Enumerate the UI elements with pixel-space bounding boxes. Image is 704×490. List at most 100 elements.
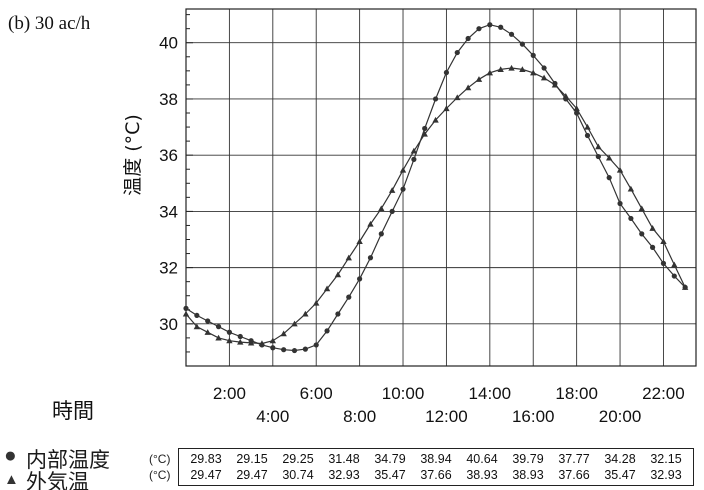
data-point-triangle [638,205,645,212]
data-point-circle [411,156,417,162]
table-row: 29.83 29.15 29.25 31.48 34.79 38.94 40.64 39.79… [183,452,689,469]
data-point-triangle [258,340,266,347]
data-point-triangle [627,185,635,192]
data-point-triangle [193,323,201,330]
table-cell: 34.28 [604,452,636,466]
table-cell: 39.79 [512,452,544,466]
data-point-circle [205,318,211,324]
plot-frame [185,8,697,367]
data-point-triangle [540,74,548,81]
circle-marker-icon: ● [4,444,17,467]
x-tick-label: 2:00 [213,384,246,403]
table-cell: 29.25 [282,452,314,466]
x-tick-label: 4:00 [256,407,289,426]
data-point-circle [454,49,460,56]
data-point-triangle [497,66,504,72]
data-point-triangle [291,320,298,327]
data-point-circle [270,345,276,351]
table-cell: 32.15 [650,452,682,466]
data-point-triangle [410,147,418,154]
x-tick-label: 14:00 [469,384,512,403]
table-cell: 34.79 [374,452,406,466]
data-point-circle [465,35,471,42]
data-point-circle [660,260,667,266]
x-tick-label: 10:00 [382,384,425,403]
data-point-circle [194,312,200,319]
x-tick-label: 8:00 [343,407,376,426]
data-point-triangle [454,94,461,101]
table-row-label-outside: 外気温 [26,470,89,490]
data-point-circle [346,294,352,300]
x-axis-ticks: 2:00 6:00 10:00 14:00 18:00 22:00 4:00 8:00 12:0… [213,384,685,426]
data-point-triangle [660,238,667,245]
table-cell: 35.47 [604,468,636,482]
data-point-circle [357,276,363,282]
data-point-circle [432,96,439,102]
table-cell: 35.47 [374,468,406,482]
data-point-circle [378,231,384,237]
data-point-triangle [247,339,255,346]
data-point-triangle [519,66,526,72]
data-point-triangle [204,329,211,335]
x-axis-label: 時間 [52,399,94,423]
y-tick-label: 38 [159,90,178,109]
data-point-circle [281,347,287,353]
data-point-circle [476,26,482,32]
series-markers [182,22,689,354]
data-point-circle [628,215,634,222]
data-point-triangle [595,143,602,150]
data-point-circle [671,273,677,279]
data-point-triangle [226,337,233,344]
data-point-triangle [269,337,277,344]
x-tick-label: 16:00 [512,407,555,426]
chart-title: (b) 30 ac/h [8,13,91,34]
data-point-circle [595,153,601,160]
table-cell: 37.66 [558,468,590,482]
data-point-triangle [334,271,342,278]
y-axis-label: 温度 (°C) [122,114,144,196]
table-cell: 38.94 [420,452,452,466]
x-tick-label: 18:00 [555,384,598,403]
data-point-triangle [486,69,494,76]
data-point-triangle [616,166,624,173]
table-cell: 38.93 [466,468,498,482]
data-point-circle [649,244,656,250]
table-unit-outside: (°C) [149,468,171,482]
data-point-circle [215,324,222,330]
data-point-triangle [671,261,678,268]
value-table: 29.83 29.15 29.25 31.48 34.79 38.94 40.64 39.79… [178,448,694,486]
data-point-triangle [215,334,222,341]
data-point-circle [335,311,341,317]
data-point-triangle [584,123,591,130]
data-point-circle [291,347,298,354]
table-cell: 37.77 [558,452,590,466]
data-point-triangle [551,81,559,88]
data-point-circle [389,208,395,214]
x-tick-label: 6:00 [300,384,333,403]
x-tick-label: 22:00 [642,384,685,403]
y-tick-label: 34 [159,202,178,221]
data-point-triangle [356,238,363,245]
data-point-triangle [530,69,537,76]
data-point-triangle [399,166,407,173]
data-point-circle [498,24,504,30]
data-point-triangle [508,64,515,71]
series-lines [185,24,686,352]
data-point-triangle [573,105,580,112]
table-cell: 29.83 [190,452,222,466]
data-point-triangle [388,187,396,193]
data-point-triangle [432,116,439,123]
table-cell: 30.74 [282,468,314,482]
data-point-circle [324,328,330,334]
data-point-triangle [475,76,483,82]
data-point-triangle [562,92,569,99]
data-point-circle [617,200,623,207]
temperature-chart: (b) 30 ac/h 30 32 34 36 38 40 2:00 6:00 10:00 14… [8,8,697,426]
data-point-triangle [313,299,320,306]
data-point-circle [400,186,406,192]
data-point-circle [574,110,580,116]
y-tick-label: 30 [159,315,178,334]
series-line-outside [185,67,686,345]
triangle-marker-icon: ▲ [4,471,19,488]
data-point-circle [530,52,536,58]
